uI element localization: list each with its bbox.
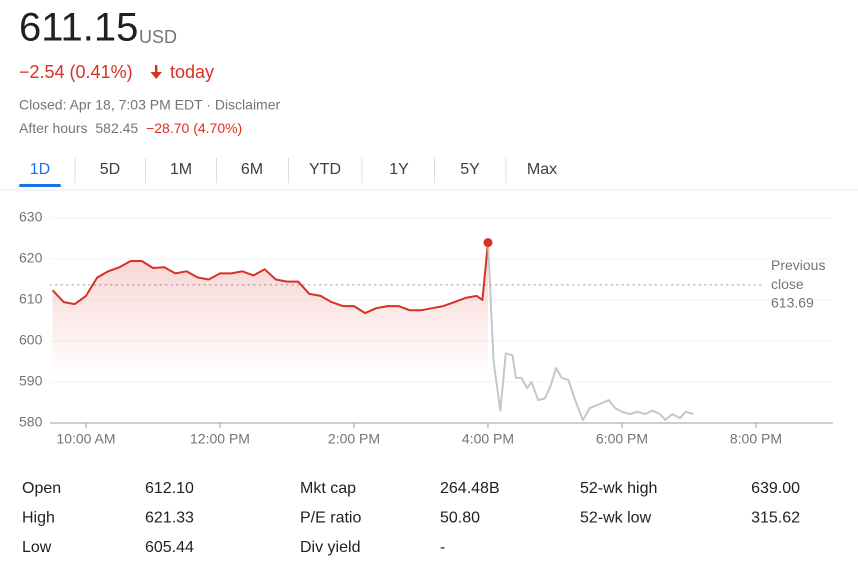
after-hours-price: 582.45 bbox=[95, 120, 138, 136]
stat-label: 52-wk high bbox=[580, 480, 657, 497]
previous-close-label: Previous close bbox=[771, 257, 825, 292]
after-hours-change: −28.70 (4.70%) bbox=[146, 120, 242, 136]
y-tick-label: 630 bbox=[19, 209, 43, 225]
y-tick-label: 620 bbox=[19, 250, 43, 266]
y-tick-label: 580 bbox=[19, 414, 43, 430]
stat-label: Mkt cap bbox=[300, 480, 356, 497]
price: 611.15 bbox=[19, 6, 138, 50]
stat-label: High bbox=[22, 510, 55, 527]
x-tick-label: 8:00 PM bbox=[730, 431, 782, 447]
tabs: 1D 5D 1M 6M YTD 1Y 5Y Max bbox=[19, 158, 557, 187]
closed-info: Closed: Apr 18, 7:03 PM EDT · Disclaimer bbox=[19, 97, 281, 113]
stat-value: 50.80 bbox=[440, 510, 480, 527]
tab[interactable]: 1M bbox=[170, 161, 192, 178]
down-arrow bbox=[150, 65, 162, 79]
currency: USD bbox=[139, 27, 177, 47]
stat-value: - bbox=[440, 539, 445, 556]
stat-label: Div yield bbox=[300, 539, 360, 556]
stat-value: 639.00 bbox=[751, 480, 800, 497]
stat-value: 621.33 bbox=[145, 510, 194, 527]
stat-label: Low bbox=[22, 539, 52, 556]
after-hours: After hours 582.45 −28.70 (4.70%) bbox=[19, 120, 242, 136]
price-line bbox=[487, 242, 694, 422]
y-tick-label: 600 bbox=[19, 332, 43, 348]
x-tick-label: 10:00 AM bbox=[56, 431, 115, 447]
price-line bbox=[51, 242, 489, 315]
y-tick-label: 590 bbox=[19, 373, 43, 389]
highlight-point bbox=[483, 238, 493, 248]
tab[interactable]: 5Y bbox=[460, 161, 480, 178]
stats-table: Open 612.10 Mkt cap 264.48B 52-wk high 639.00… bbox=[22, 480, 800, 556]
tab[interactable]: Max bbox=[527, 161, 557, 178]
tab[interactable]: 5D bbox=[100, 161, 120, 178]
after-hours-label: After hours bbox=[19, 120, 87, 136]
area-fill bbox=[52, 242, 488, 423]
stat-value: 315.62 bbox=[751, 510, 800, 527]
stat-value: 264.48B bbox=[440, 480, 500, 497]
previous-close-value: 613.69 bbox=[771, 295, 814, 311]
stat-value: 605.44 bbox=[145, 539, 194, 556]
change: −2.54 (0.41%) bbox=[19, 62, 133, 82]
stat-label: P/E ratio bbox=[300, 510, 361, 527]
x-tick-label: 2:00 PM bbox=[328, 431, 380, 447]
chart: 580 590 600 610 620 630 10:00 AM 12:00 PM 2:00 P… bbox=[19, 209, 833, 447]
y-tick-label: 610 bbox=[19, 291, 43, 307]
tab[interactable]: 1D bbox=[30, 161, 50, 178]
x-tick-label: 4:00 PM bbox=[462, 431, 514, 447]
x-tick-label: 6:00 PM bbox=[596, 431, 648, 447]
tab[interactable]: 1Y bbox=[389, 161, 409, 178]
tab[interactable]: 6M bbox=[241, 161, 263, 178]
stat-value: 612.10 bbox=[145, 480, 194, 497]
stat-label: Open bbox=[22, 480, 61, 497]
tab-underline bbox=[19, 184, 61, 187]
change-suffix: today bbox=[170, 62, 214, 82]
stat-label: 52-wk low bbox=[580, 510, 652, 527]
tab[interactable]: YTD bbox=[309, 161, 341, 178]
x-tick-label: 12:00 PM bbox=[190, 431, 250, 447]
